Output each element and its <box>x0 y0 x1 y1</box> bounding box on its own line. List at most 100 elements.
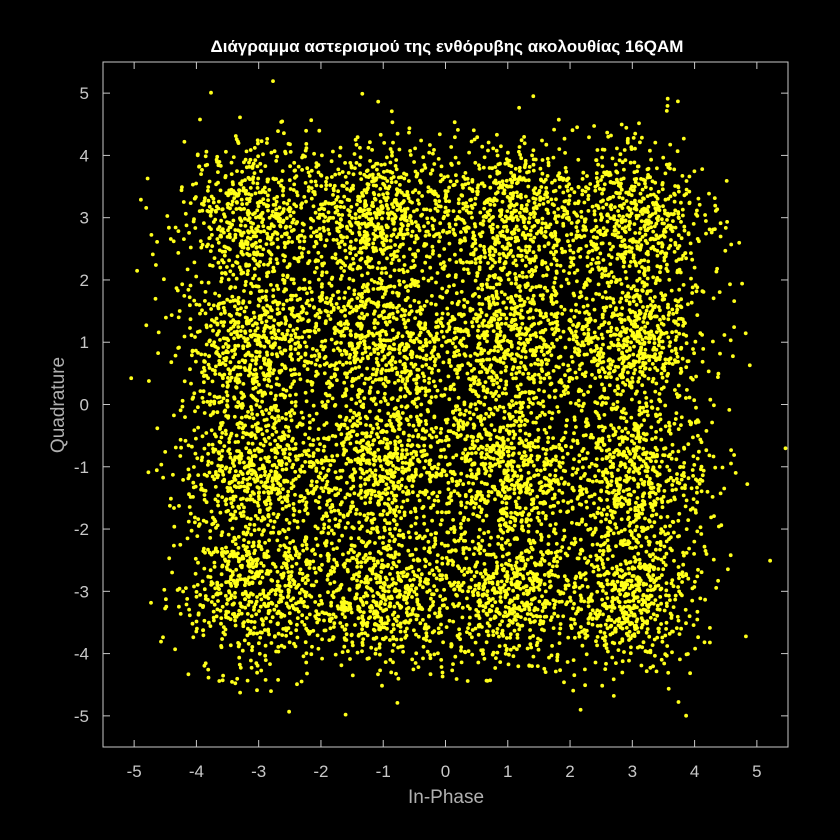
data-point <box>428 605 433 609</box>
data-point <box>328 581 333 586</box>
data-point <box>370 148 374 152</box>
data-point <box>359 299 363 303</box>
data-point <box>349 341 353 346</box>
data-point <box>466 271 471 275</box>
data-point <box>356 536 361 541</box>
data-point <box>406 530 411 535</box>
data-point <box>445 306 450 311</box>
data-point <box>233 469 238 474</box>
data-point <box>427 546 432 550</box>
data-point <box>408 535 412 540</box>
data-point <box>349 434 353 439</box>
data-point <box>266 208 270 213</box>
data-point <box>331 293 335 298</box>
data-point <box>324 183 329 188</box>
data-point <box>282 200 286 205</box>
data-point <box>431 490 436 495</box>
data-point <box>192 298 197 303</box>
data-point <box>355 650 360 655</box>
data-point <box>371 241 376 246</box>
data-point <box>380 683 384 688</box>
data-point <box>192 391 197 396</box>
data-point <box>213 586 218 591</box>
data-point <box>307 174 312 178</box>
data-point <box>349 504 354 509</box>
data-point <box>216 302 221 307</box>
data-point <box>252 605 257 609</box>
data-point <box>379 600 383 604</box>
data-point <box>403 619 408 624</box>
data-point <box>254 403 259 407</box>
data-point <box>268 406 273 411</box>
data-point <box>308 562 312 566</box>
data-point <box>244 532 249 537</box>
data-point <box>254 612 259 617</box>
data-point <box>410 657 415 662</box>
data-point <box>293 454 298 459</box>
data-point <box>350 640 355 645</box>
data-point <box>359 631 364 636</box>
data-point <box>267 506 272 510</box>
data-point <box>338 145 343 150</box>
data-point <box>196 612 201 617</box>
data-point <box>403 364 408 369</box>
data-point <box>349 239 353 244</box>
data-point <box>227 481 232 486</box>
data-point <box>277 301 282 305</box>
data-point <box>300 613 305 618</box>
data-point <box>383 391 387 396</box>
data-point <box>262 490 266 495</box>
data-point <box>189 381 193 386</box>
data-point <box>402 254 406 259</box>
data-point <box>229 172 234 177</box>
data-point <box>403 214 408 219</box>
data-point <box>335 261 340 265</box>
data-point <box>193 226 198 230</box>
data-point <box>240 591 245 596</box>
data-point <box>385 437 389 442</box>
data-point <box>251 372 256 377</box>
data-point <box>436 157 441 161</box>
data-point <box>223 627 228 632</box>
data-point <box>222 244 227 249</box>
data-point <box>362 396 367 401</box>
data-point <box>264 298 269 302</box>
data-point <box>278 482 282 487</box>
data-point <box>207 366 212 370</box>
data-point <box>338 320 343 325</box>
data-point <box>319 344 324 349</box>
data-point <box>430 518 434 523</box>
data-point <box>301 440 306 445</box>
data-point <box>391 205 396 210</box>
data-point <box>289 293 293 298</box>
data-point <box>225 597 230 602</box>
data-point <box>430 251 435 256</box>
data-point <box>377 502 381 507</box>
data-point <box>255 229 260 233</box>
data-point <box>173 647 178 652</box>
data-point <box>209 307 214 311</box>
data-point <box>341 602 346 607</box>
data-point <box>207 179 212 184</box>
data-point <box>193 335 197 339</box>
data-point <box>185 536 190 541</box>
data-point <box>416 665 421 669</box>
data-point <box>380 428 385 433</box>
data-point <box>345 426 350 431</box>
data-point <box>224 545 228 550</box>
data-point <box>360 191 364 195</box>
data-point <box>256 204 261 209</box>
data-point <box>199 245 204 250</box>
data-point <box>238 601 243 606</box>
data-point <box>299 679 304 684</box>
data-point <box>281 393 285 397</box>
data-point <box>261 443 266 448</box>
data-point <box>430 568 435 573</box>
data-point <box>315 526 320 531</box>
data-point <box>264 408 269 412</box>
data-point <box>236 379 241 384</box>
data-point <box>229 501 234 505</box>
data-point <box>328 381 333 386</box>
data-point <box>342 296 347 300</box>
data-point <box>260 575 265 580</box>
